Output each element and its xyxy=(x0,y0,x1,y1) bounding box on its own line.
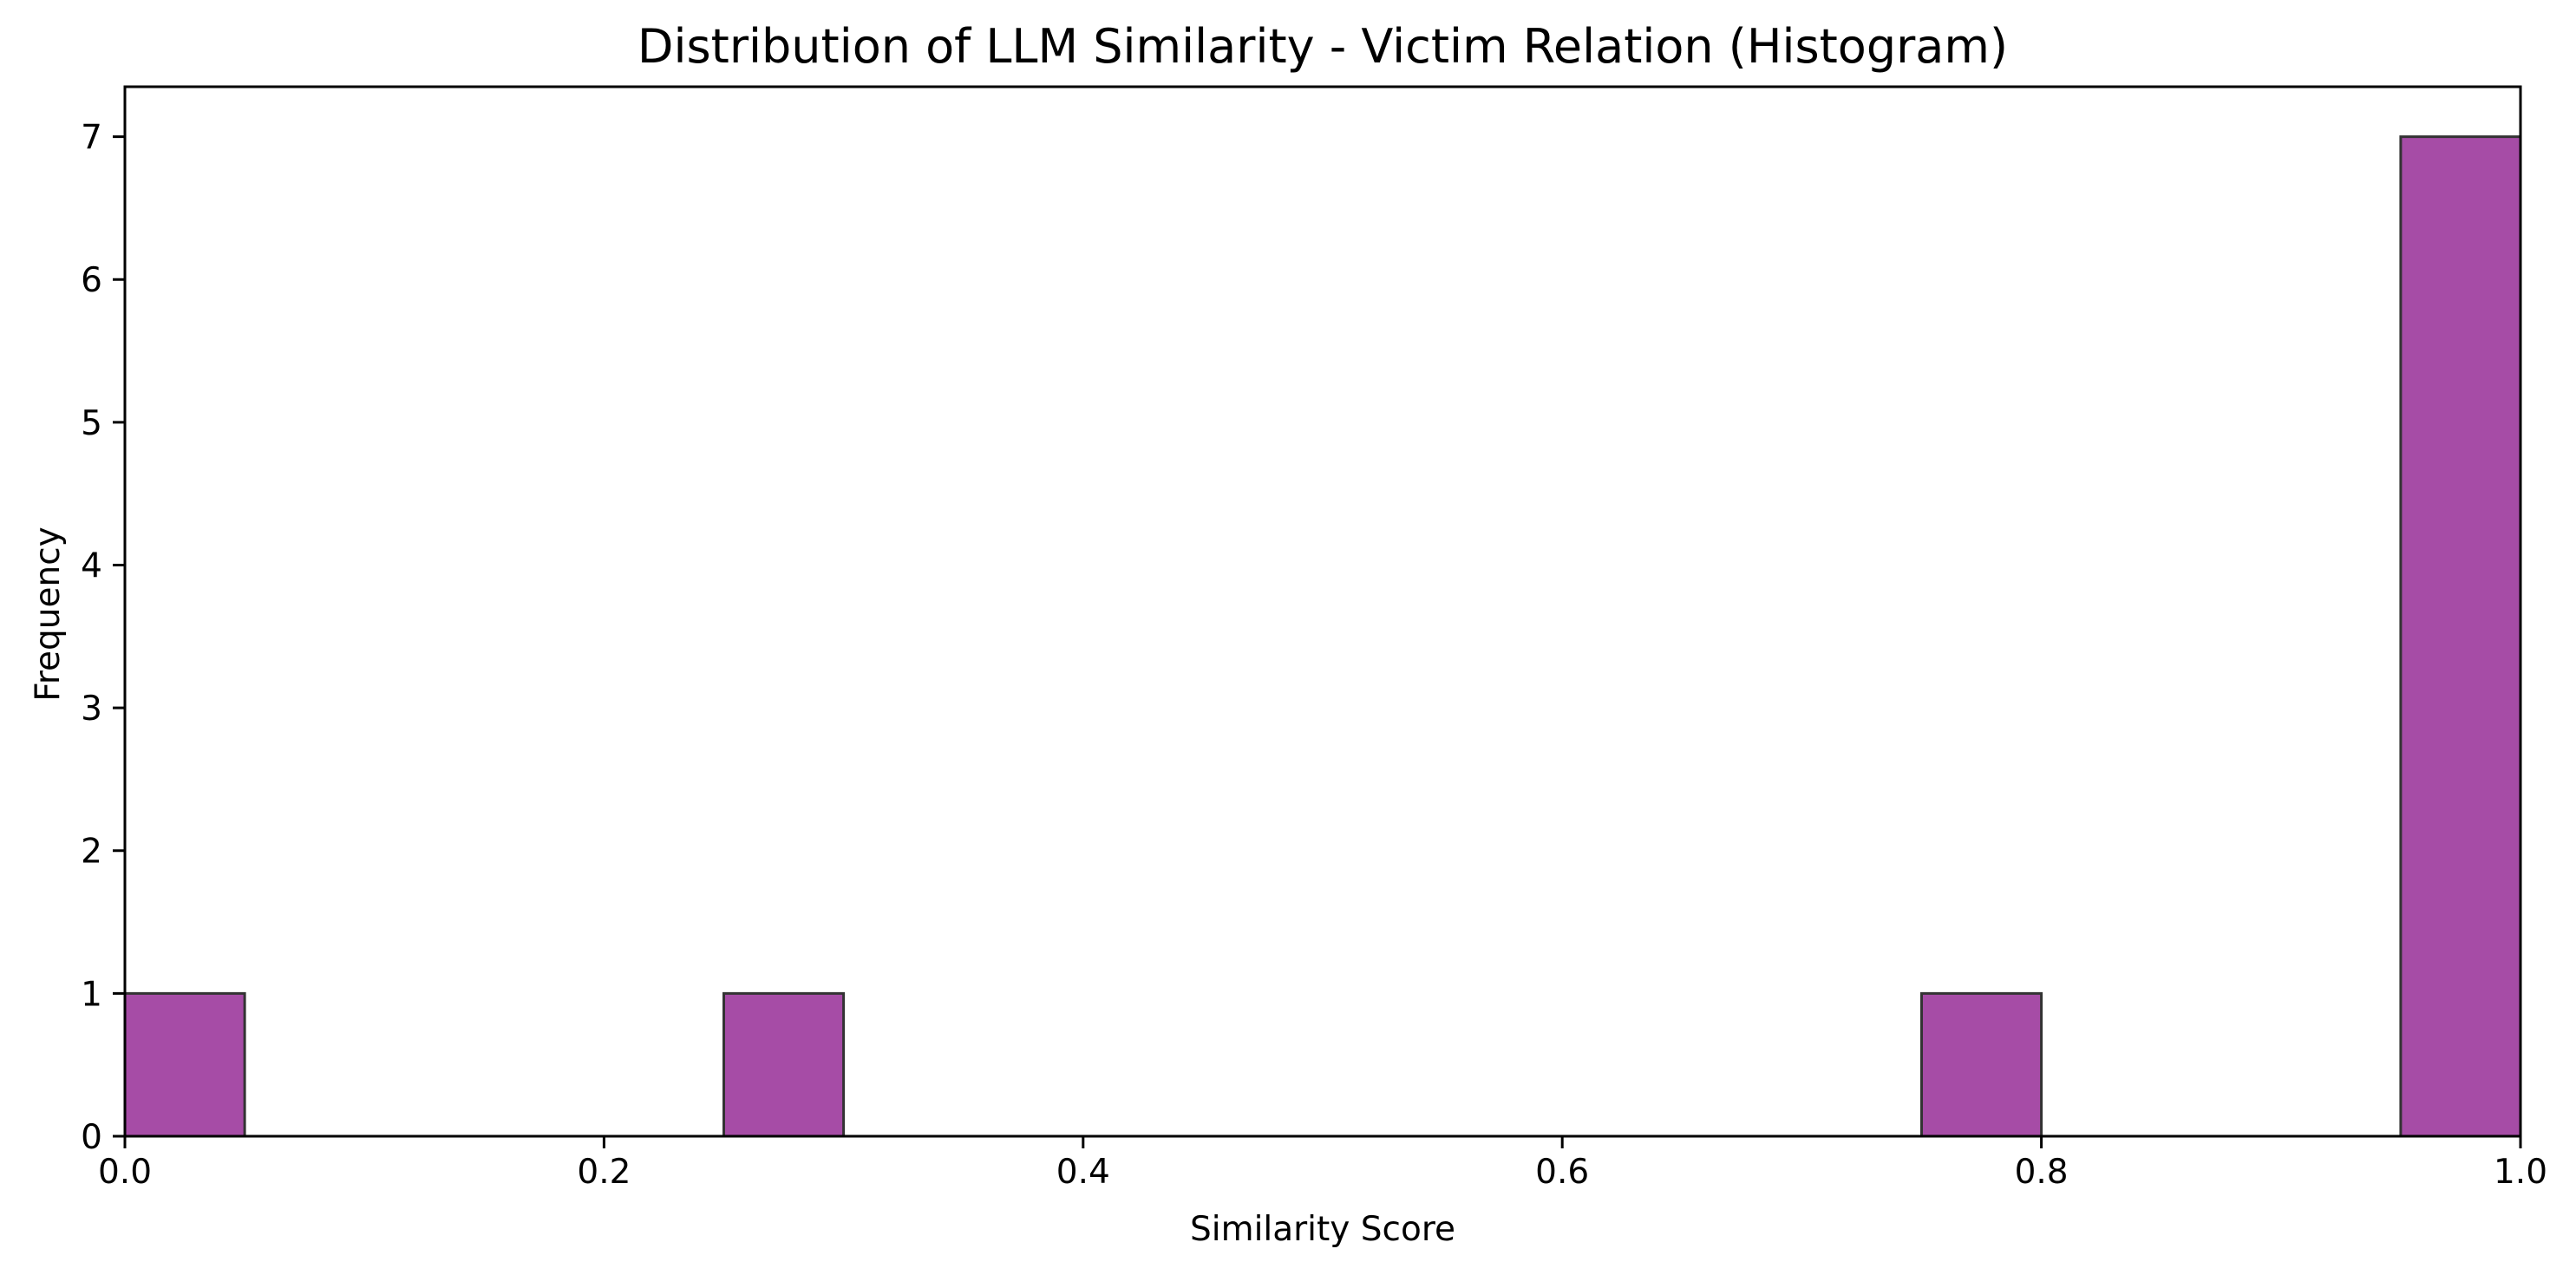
x-tick-label-0: 0.0 xyxy=(98,1153,152,1192)
y-tick-label-3: 3 xyxy=(81,690,102,729)
x-axis-label: Similarity Score xyxy=(1190,1210,1455,1249)
y-tick-label-6: 6 xyxy=(81,261,102,300)
y-tick-label-1: 1 xyxy=(81,975,102,1014)
histogram-bar-3 xyxy=(2399,135,2522,1138)
x-tick-label-5: 1.0 xyxy=(2494,1153,2547,1192)
y-tick-label-7: 7 xyxy=(81,119,102,158)
histogram-bar-1 xyxy=(722,991,846,1138)
histogram-bar-2 xyxy=(1920,991,2043,1138)
x-tick-label-1: 0.2 xyxy=(577,1153,631,1192)
y-tick-label-4: 4 xyxy=(81,546,102,585)
axes-layer xyxy=(123,85,2522,1138)
chart-title: Distribution of LLM Similarity - Victim … xyxy=(637,19,2008,74)
x-tick-label-3: 0.6 xyxy=(1535,1153,1589,1192)
histogram-bar-0 xyxy=(123,991,246,1138)
y-axis-label: Frequency xyxy=(29,526,68,701)
x-tick-label-4: 0.8 xyxy=(2015,1153,2069,1192)
x-tick-label-2: 0.4 xyxy=(1056,1153,1110,1192)
ticks-layer: 0.0 0.2 0.4 0.6 0.8 1.0 0 1 2 3 4 5 6 7 xyxy=(81,119,2547,1192)
y-tick-label-5: 5 xyxy=(81,404,102,443)
y-tick-label-0: 0 xyxy=(81,1118,102,1157)
plot-frame xyxy=(123,85,2522,1138)
bars-layer xyxy=(123,135,2522,1138)
y-tick-label-2: 2 xyxy=(81,833,102,872)
